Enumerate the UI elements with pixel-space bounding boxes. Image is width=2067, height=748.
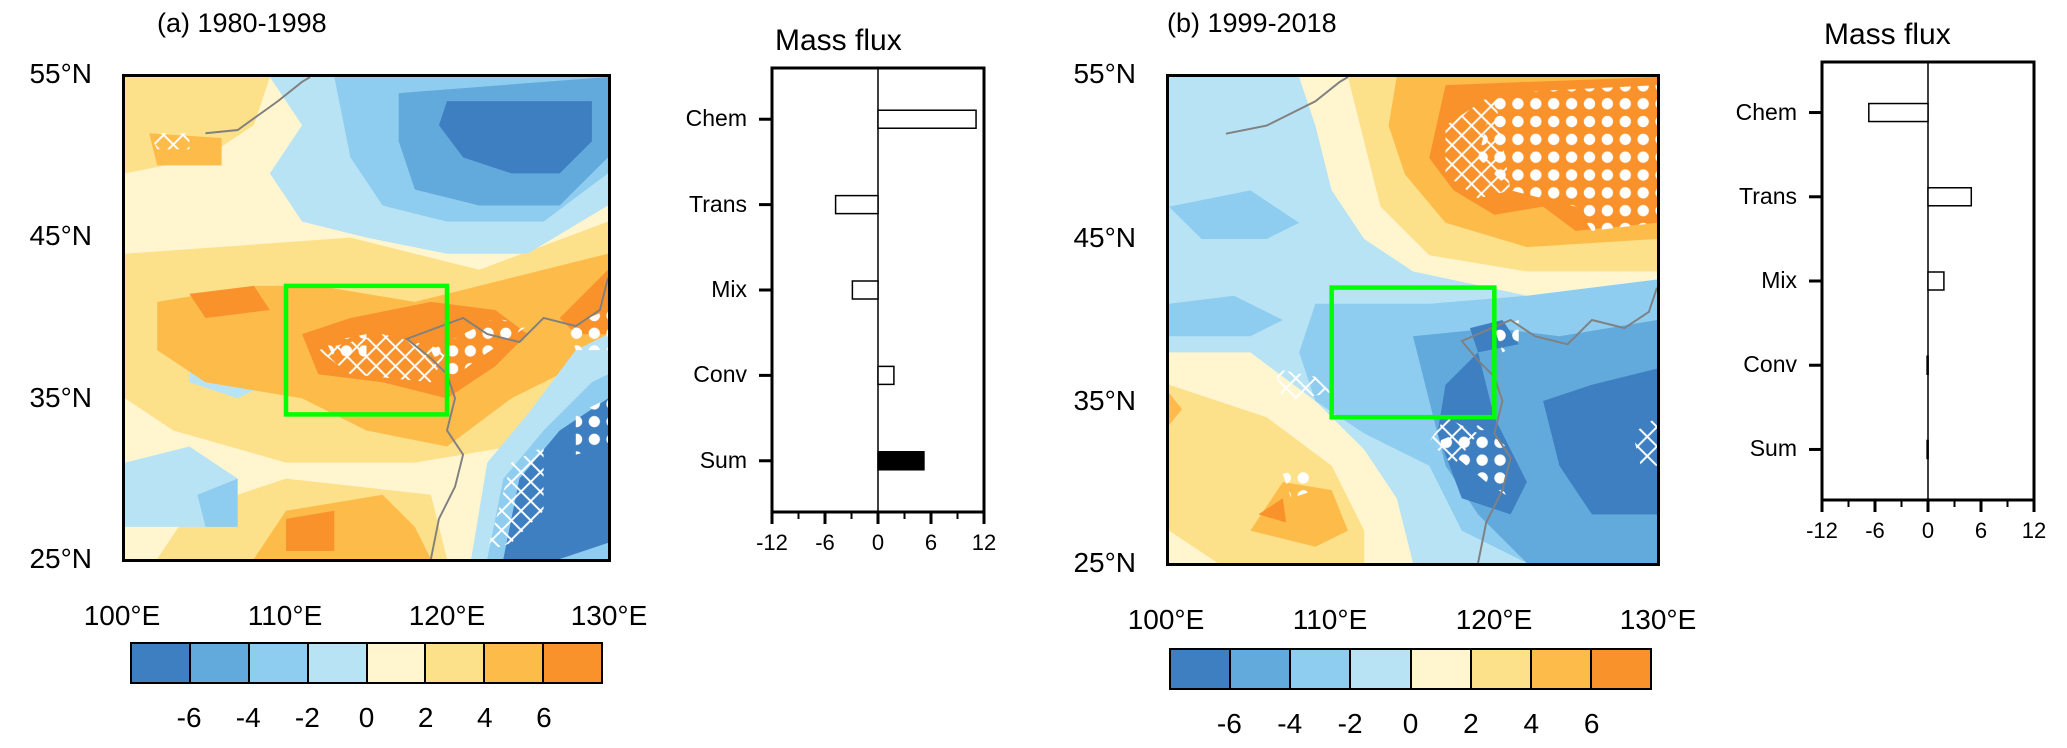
x-tick-label: 6 <box>1974 518 1988 543</box>
panel-a-title: (a) 1980-1998 <box>157 8 327 38</box>
x-tick-label: -6 <box>815 530 835 555</box>
lat-label: 25°N <box>1073 547 1136 578</box>
bar-mix <box>851 280 879 300</box>
colorbar-label: -4 <box>235 702 261 733</box>
x-tick-label: -6 <box>1865 518 1885 543</box>
colorbar-label: 4 <box>476 702 493 733</box>
lon-label: 100°E <box>83 600 161 631</box>
x-tick-label: 0 <box>1921 518 1935 543</box>
region-box-a <box>283 283 450 417</box>
colorbar-label: 6 <box>536 702 552 733</box>
category-label: Mix <box>711 276 747 302</box>
colorbar-a <box>130 642 603 684</box>
bar-conv <box>877 365 895 386</box>
category-label: Mix <box>1761 267 1797 293</box>
category-label: Chem <box>1735 98 1797 125</box>
colorbar-label: -4 <box>1277 708 1303 739</box>
x-tick-label: 12 <box>2021 518 2047 543</box>
lat-label: 45°N <box>1073 222 1136 253</box>
colorbar-label: -2 <box>294 702 320 733</box>
lon-label: 130°E <box>570 600 648 631</box>
lat-label: 35°N <box>29 382 92 413</box>
category-label: Chem <box>685 105 747 132</box>
colorbar-label: 6 <box>1583 708 1600 739</box>
lat-label: 55°N <box>1073 58 1136 89</box>
lon-label: 110°E <box>247 600 323 631</box>
lon-label: 120°E <box>408 600 486 631</box>
category-label: Conv <box>1743 351 1797 378</box>
colorbar-label: 2 <box>417 702 434 733</box>
region-box-b <box>1329 285 1497 420</box>
bar-sum <box>877 451 925 471</box>
category-label: Trans <box>1739 182 1797 209</box>
contour-map-a <box>125 77 608 559</box>
bar-conv <box>1926 355 1929 375</box>
bar-chem <box>1868 102 1929 123</box>
bar-trans <box>834 194 879 215</box>
x-tick-label: 12 <box>971 530 997 555</box>
category-label: Conv <box>693 361 747 388</box>
map-panel-a <box>122 74 611 562</box>
bar-trans <box>1927 187 1973 207</box>
x-tick-label: 6 <box>924 530 938 555</box>
contour-map-b <box>1169 77 1657 563</box>
panel-b-title: (b) 1999-2018 <box>1167 8 1337 38</box>
lat-label: 35°N <box>1073 385 1136 416</box>
colorbar-label: 4 <box>1523 708 1540 739</box>
colorbar-label: -6 <box>1216 708 1242 739</box>
x-tick-label: -12 <box>756 530 788 555</box>
lon-label: 100°E <box>1127 604 1205 635</box>
colorbar-b <box>1169 648 1652 690</box>
colorbar-label: 2 <box>1463 708 1479 739</box>
map-panel-b <box>1166 74 1660 566</box>
colorbar-label: 0 <box>1402 708 1419 739</box>
category-label: Trans <box>689 190 747 217</box>
category-label: Sum <box>699 446 747 473</box>
bar-sum <box>1926 439 1929 460</box>
category-label: Sum <box>1749 435 1797 462</box>
x-tick-label: 0 <box>871 530 885 555</box>
lon-label: 120°E <box>1455 604 1533 635</box>
x-tick-label: -12 <box>1806 518 1838 543</box>
bar-chem <box>877 109 977 129</box>
massflux-title-a: Mass flux <box>775 24 902 57</box>
lat-label: 55°N <box>29 58 92 89</box>
colorbar-label: -2 <box>1337 708 1363 739</box>
lat-label: 45°N <box>29 220 92 251</box>
bar-mix <box>1927 271 1945 291</box>
colorbar-label: 0 <box>358 702 375 733</box>
massflux-title-b: Mass flux <box>1824 18 1951 51</box>
colorbar-label: -6 <box>176 702 202 733</box>
lat-label: 25°N <box>29 543 92 574</box>
lon-label: 130°E <box>1619 604 1697 635</box>
lon-label: 110°E <box>1292 604 1368 635</box>
